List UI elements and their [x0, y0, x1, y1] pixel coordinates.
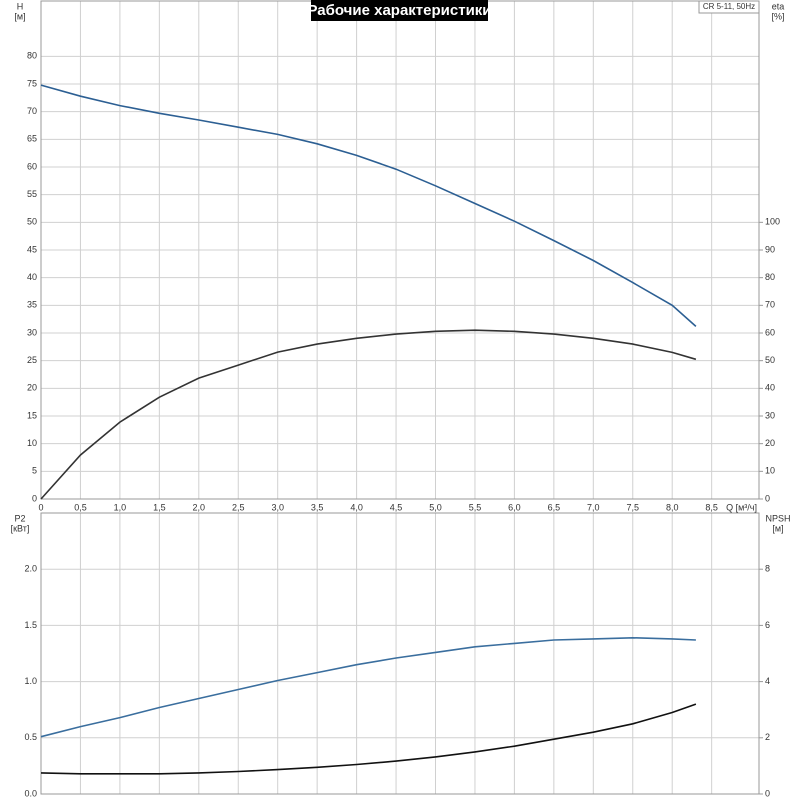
x-tick-label: 4,5: [390, 502, 403, 512]
y-tick-label: 50: [27, 217, 37, 227]
y2-axis-unit: [%]: [771, 11, 784, 21]
x-tick-label: 4,0: [350, 502, 363, 512]
y2-tick-label: 100: [765, 217, 780, 227]
x-tick-label: 6,5: [548, 502, 561, 512]
y2-tick-label: 2: [765, 732, 770, 742]
y-tick-label: 35: [27, 300, 37, 310]
y-tick-label: 45: [27, 244, 37, 254]
x-tick-label: 5,5: [469, 502, 482, 512]
y2-axis-label: eta: [772, 1, 785, 11]
curve: [40, 329, 697, 500]
x-tick-label: 3,5: [311, 502, 324, 512]
y2-tick-label: 40: [765, 383, 775, 393]
x-tick-label: 2,5: [232, 502, 245, 512]
y-tick-label: 25: [27, 355, 37, 365]
y-axis-unit: [м]: [14, 11, 25, 21]
y2-tick-label: 0: [765, 493, 770, 503]
y2-tick-label: 10: [765, 466, 775, 476]
y-axis-unit: [кВт]: [11, 523, 30, 533]
note: CR 5-11, 50Hz: [703, 2, 755, 11]
y-tick-label: 70: [27, 106, 37, 116]
x-tick-label: 3,0: [271, 502, 284, 512]
note-box: [698, 0, 760, 14]
curve: [40, 703, 697, 775]
y-tick-label: 0.0: [24, 788, 37, 798]
y2-tick-label: 70: [765, 300, 775, 310]
y2-tick-label: 90: [765, 244, 775, 254]
y-axis-label: P2: [14, 513, 25, 523]
y2-tick-label: 4: [765, 676, 770, 686]
title-box: [311, 0, 488, 21]
x-tick-label: 6,0: [508, 502, 521, 512]
x-tick-label: 7,0: [587, 502, 600, 512]
y-tick-label: 30: [27, 327, 37, 337]
y-tick-label: 75: [27, 78, 37, 88]
chart-title: Рабочие характеристики: [307, 2, 491, 19]
y-tick-label: 0.5: [24, 732, 37, 742]
y-tick-label: 80: [27, 51, 37, 61]
curve: [40, 636, 696, 738]
plot-frame: [40, 512, 760, 795]
x-tick-label: 1,5: [153, 502, 166, 512]
y-tick-label: 5: [32, 466, 37, 476]
y-tick-label: 60: [27, 161, 37, 171]
x-tick-label: 5,0: [429, 502, 442, 512]
y2-tick-label: 20: [765, 438, 775, 448]
x-tick-label: 8,0: [666, 502, 679, 512]
y-tick-label: 55: [27, 189, 37, 199]
y-tick-label: 1.0: [24, 676, 37, 686]
y-axis-label: H: [17, 1, 24, 11]
y2-tick-label: 6: [765, 620, 770, 630]
y2-tick-label: 8: [765, 564, 770, 574]
curve: [40, 84, 697, 327]
y-tick-label: 40: [27, 272, 37, 282]
y-tick-label: 20: [27, 383, 37, 393]
y-tick-label: 15: [27, 410, 37, 420]
x-tick-label: 0,5: [74, 502, 87, 512]
x-tick-label: 2,0: [193, 502, 206, 512]
y2-tick-label: 30: [765, 410, 775, 420]
y2-tick-label: 60: [765, 327, 775, 337]
x-tick-label: 0: [38, 502, 43, 512]
x-tick-label: 1,0: [114, 502, 127, 512]
y2-axis-label: NPSH: [765, 513, 790, 523]
y2-tick-label: 50: [765, 355, 775, 365]
y2-tick-label: 0: [765, 788, 770, 798]
x-tick-label: 7,5: [627, 502, 640, 512]
x-axis-label: Q [м³/ч]: [726, 502, 757, 512]
y2-tick-label: 80: [765, 272, 775, 282]
y-tick-label: 2.0: [24, 564, 37, 574]
y-tick-label: 65: [27, 134, 37, 144]
y-tick-label: 1.5: [24, 620, 37, 630]
y-tick-label: 0: [32, 493, 37, 503]
y-tick-label: 10: [27, 438, 37, 448]
x-tick-label: 8,5: [705, 502, 718, 512]
y2-axis-unit: [м]: [772, 523, 783, 533]
